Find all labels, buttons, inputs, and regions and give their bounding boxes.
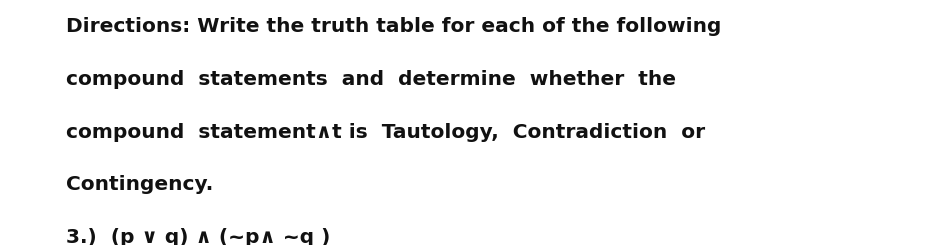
- Text: Directions: Write the truth table for each of the following: Directions: Write the truth table for ea…: [66, 17, 721, 36]
- Text: Contingency.: Contingency.: [66, 175, 213, 194]
- Text: compound  statement∧t is  Tautology,  Contradiction  or: compound statement∧t is Tautology, Contr…: [66, 122, 704, 142]
- Text: 3.)  (p ∨ q) ∧ (~p∧ ~q ): 3.) (p ∨ q) ∧ (~p∧ ~q ): [66, 228, 330, 245]
- Text: compound  statements  and  determine  whether  the: compound statements and determine whethe…: [66, 70, 676, 89]
